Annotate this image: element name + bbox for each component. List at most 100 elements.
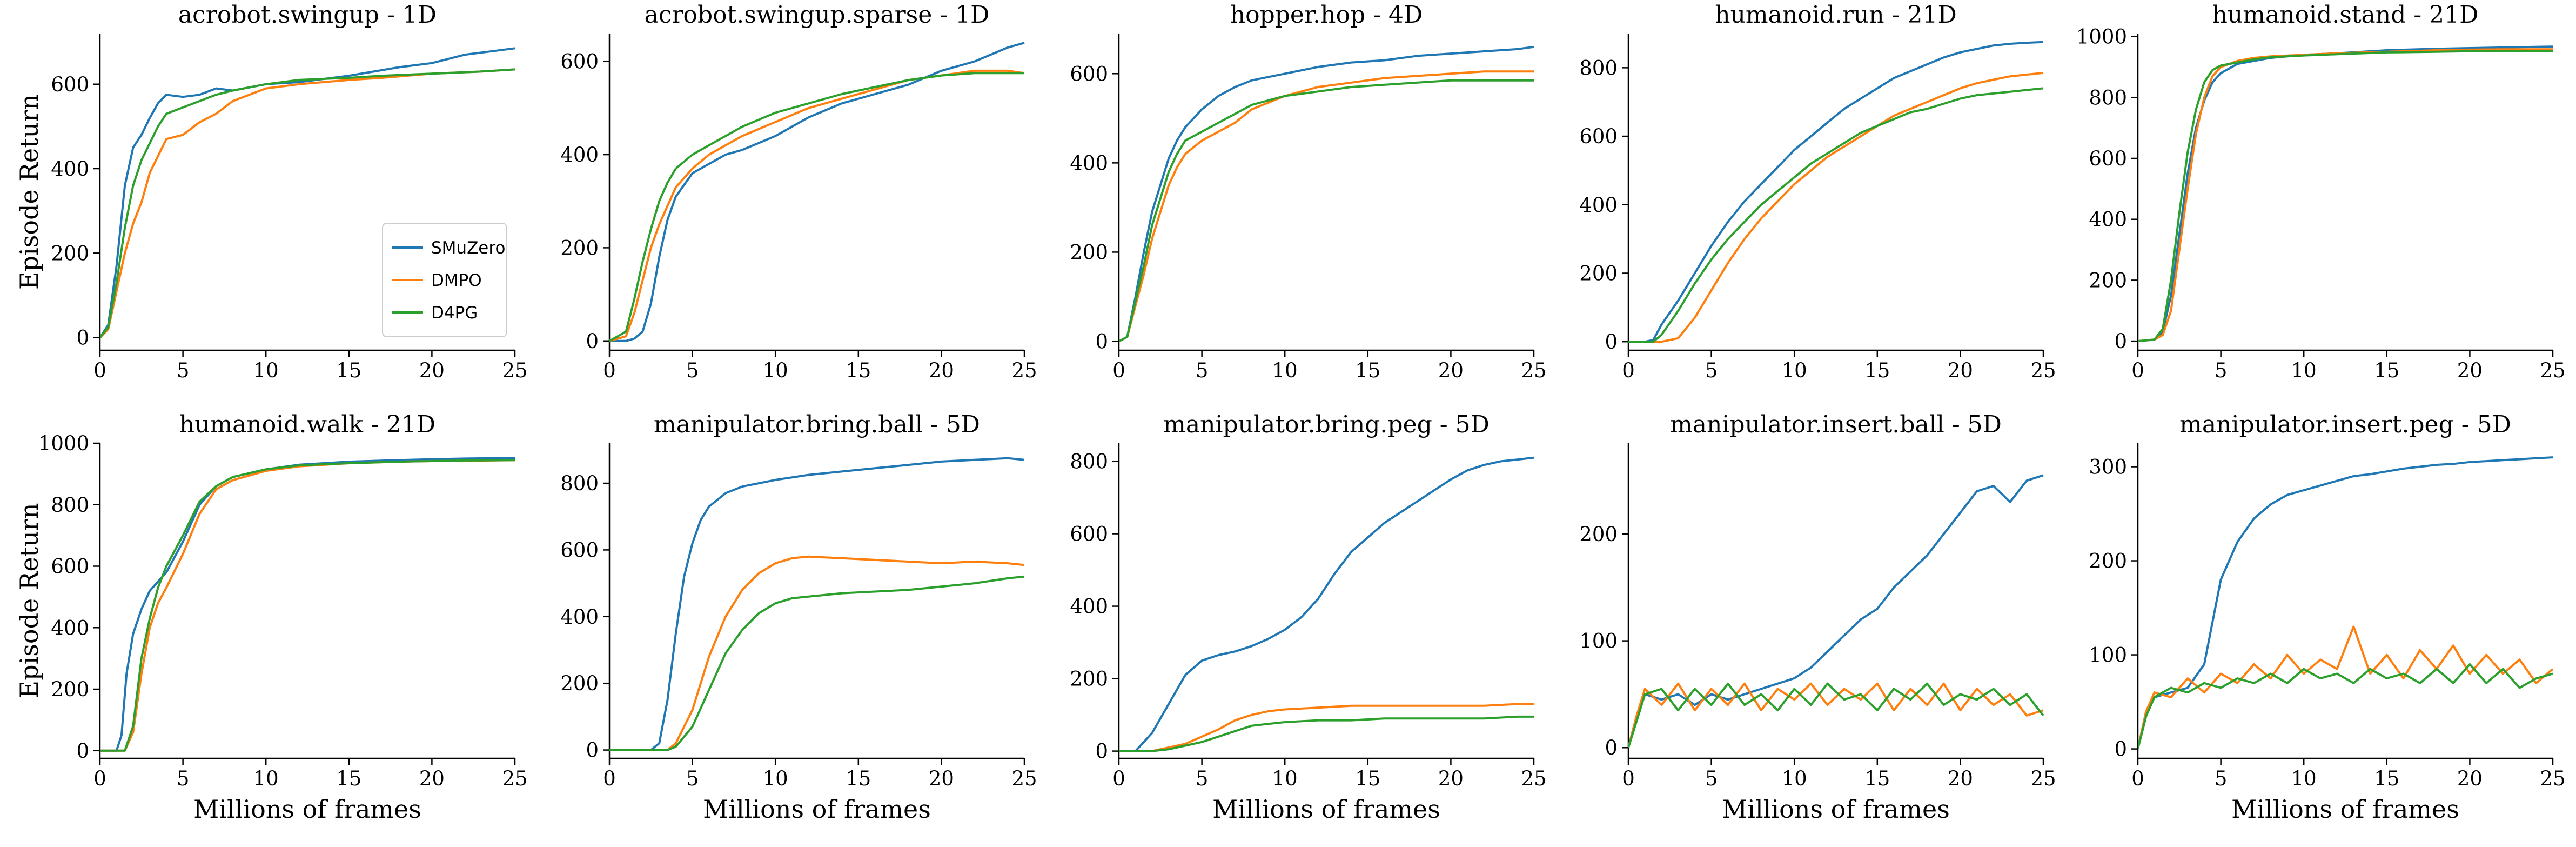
y-tick-label: 400 [51,616,89,639]
y-tick-label: 400 [1579,194,1618,217]
series-line-smuzero [609,42,1025,342]
series-line-dmpo [1119,703,1534,752]
y-tick-label: 600 [51,73,89,96]
chart-panel-0: acrobot.swingup - 1D 0 5 10 15 20 25 0 200 400 600… [15,1,528,382]
x-tick-label: 20 [1438,767,1464,790]
x-tick-label: 0 [603,767,616,790]
y-tick-label: 0 [76,326,89,350]
y-tick-label: 1000 [2076,25,2127,49]
x-tick-label: 25 [502,359,527,382]
series-line-d4pg [1628,682,2044,748]
y-tick-label: 0 [2114,738,2127,761]
series-line-smuzero [100,457,515,752]
series-line-smuzero [1119,45,1534,343]
y-tick-label: 800 [2089,86,2127,109]
y-tick-label: 400 [1070,151,1108,175]
x-tick-label: 20 [419,767,445,790]
chart-panel-6: manipulator.bring.ball - 5D 0 5 10 15 20 25 0 20… [560,411,1037,824]
x-tick-label: 15 [846,767,871,790]
x-tick-label: 10 [253,359,279,382]
x-tick-label: 15 [2374,359,2399,382]
x-tick-label: 5 [686,767,699,790]
legend-entry: SMuZero [431,238,505,258]
y-tick-label: 200 [1070,241,1108,264]
x-tick-label: 5 [1705,359,1718,382]
y-tick-label: 200 [1579,262,1618,285]
x-tick-label: 25 [502,767,527,790]
x-tick-label: 25 [2030,359,2056,382]
x-tick-label: 0 [1112,359,1125,382]
y-tick-label: 600 [560,50,599,74]
x-tick-label: 20 [2457,767,2483,790]
series-line-dmpo [1628,71,2044,343]
x-tick-label: 5 [177,359,190,382]
y-tick-label: 600 [1579,125,1618,148]
x-tick-label: 0 [1112,767,1125,790]
x-axis-label: Millions of frames [703,795,931,824]
x-tick-label: 5 [177,767,190,790]
x-tick-label: 10 [253,767,279,790]
y-tick-label: 1000 [38,432,89,455]
x-tick-label: 0 [603,359,616,382]
series-line-d4pg [609,575,1025,751]
y-tick-label: 0 [586,330,599,353]
chart-panel-1: acrobot.swingup.sparse - 1D 0 5 10 15 20 25 0 20… [560,1,1037,382]
series-line-dmpo [100,459,515,752]
x-tick-label: 5 [1196,359,1209,382]
y-tick-label: 400 [2089,208,2127,231]
series-line-d4pg [2138,50,2553,343]
series-line-smuzero [2138,45,2553,343]
series-line-dmpo [1628,682,2044,748]
x-axis-label: Millions of frames [193,795,421,824]
x-tick-label: 5 [1196,767,1209,790]
y-tick-label: 600 [2089,147,2127,170]
y-tick-label: 200 [560,236,599,259]
x-tick-label: 5 [2215,359,2228,382]
x-tick-label: 10 [1272,359,1298,382]
x-tick-label: 20 [1948,767,1973,790]
chart-panel-3: humanoid.run - 21D 0 5 10 15 20 25 0 200 400 600 80… [1579,1,2056,382]
x-tick-label: 20 [1438,359,1464,382]
x-tick-label: 25 [1011,359,1037,382]
legend: SMuZero DMPO D4PG [382,223,507,337]
y-tick-label: 400 [1070,595,1108,618]
x-tick-label: 25 [1011,767,1037,790]
y-tick-label: 100 [2089,644,2127,667]
x-tick-label: 20 [2457,359,2483,382]
x-tick-label: 10 [2291,359,2317,382]
x-tick-label: 25 [2540,359,2565,382]
chart-title: manipulator.bring.ball - 5D [654,411,980,438]
y-tick-label: 400 [560,605,599,629]
chart-title: manipulator.bring.peg - 5D [1163,411,1490,438]
x-tick-label: 25 [1521,767,1546,790]
series-line-d4pg [100,459,515,752]
y-tick-label: 200 [1070,668,1108,691]
y-tick-label: 800 [1070,450,1108,473]
y-tick-label: 400 [51,157,89,181]
y-axis-label: Episode Return [15,94,44,290]
x-tick-label: 20 [419,359,445,382]
y-tick-label: 200 [1579,523,1618,546]
x-tick-label: 15 [336,359,361,382]
chart-panel-9: manipulator.insert.peg - 5D 0 5 10 15 20 25 0 10… [2089,411,2565,824]
y-tick-label: 0 [1605,330,1618,354]
y-tick-label: 600 [51,555,89,578]
x-tick-label: 0 [93,359,106,382]
y-tick-label: 0 [2114,330,2127,353]
chart-title: humanoid.stand - 21D [2212,1,2479,29]
x-tick-label: 0 [1622,359,1635,382]
x-tick-label: 5 [686,359,699,382]
series-line-smuzero [100,47,515,338]
x-tick-label: 10 [2291,767,2317,790]
y-tick-label: 200 [2089,269,2127,292]
y-tick-label: 600 [560,538,599,562]
legend-entry: D4PG [431,303,478,323]
y-tick-label: 100 [1579,630,1618,653]
chart-panel-2: hopper.hop - 4D 0 5 10 15 20 25 0 200 400 600 [1070,1,1546,382]
series-line-smuzero [1628,41,2044,343]
chart-panel-4: humanoid.stand - 21D 0 5 10 15 20 25 0 200 400 600… [2076,1,2566,382]
x-tick-label: 20 [1948,359,1973,382]
x-tick-label: 25 [1521,359,1546,382]
chart-panel-7: manipulator.bring.peg - 5D 0 5 10 15 20 25 0 200… [1070,411,1546,824]
x-axis-label: Millions of frames [2231,795,2459,824]
